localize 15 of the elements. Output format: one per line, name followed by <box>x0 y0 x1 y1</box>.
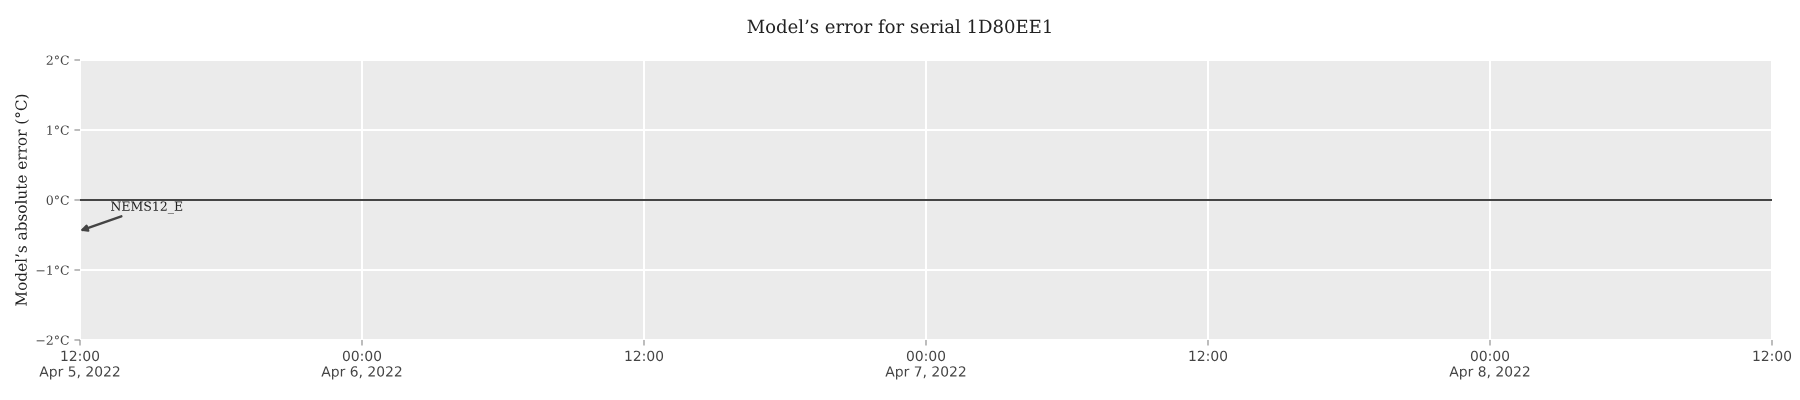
y-tick-label: 2°C <box>46 55 69 65</box>
y-tick-label: −2°C <box>36 335 69 345</box>
y-tick-label: 0°C <box>46 195 69 205</box>
chart-title: Model’s error for serial 1D80EE1 <box>747 19 1051 34</box>
x-tick-label: 00:00 Apr 8, 2022 <box>1449 350 1530 380</box>
x-tick-label: 12:00 <box>1189 350 1228 362</box>
annotation: NEMS12_E <box>111 201 183 214</box>
y-tick-label: 1°C <box>47 125 69 135</box>
x-tick-label: 00:00 Apr 7, 2022 <box>885 350 966 380</box>
y-axis-title: Model’s absolute error (°C) <box>15 94 29 306</box>
x-tick-label: 12:00 <box>625 350 664 362</box>
x-tick-label: 12:00 Apr 5, 2022 <box>39 350 120 380</box>
x-tick-label: 12:00 <box>1753 350 1792 362</box>
x-tick-label: 00:00 Apr 6, 2022 <box>321 350 402 380</box>
y-tick-label: −1°C <box>36 265 69 275</box>
